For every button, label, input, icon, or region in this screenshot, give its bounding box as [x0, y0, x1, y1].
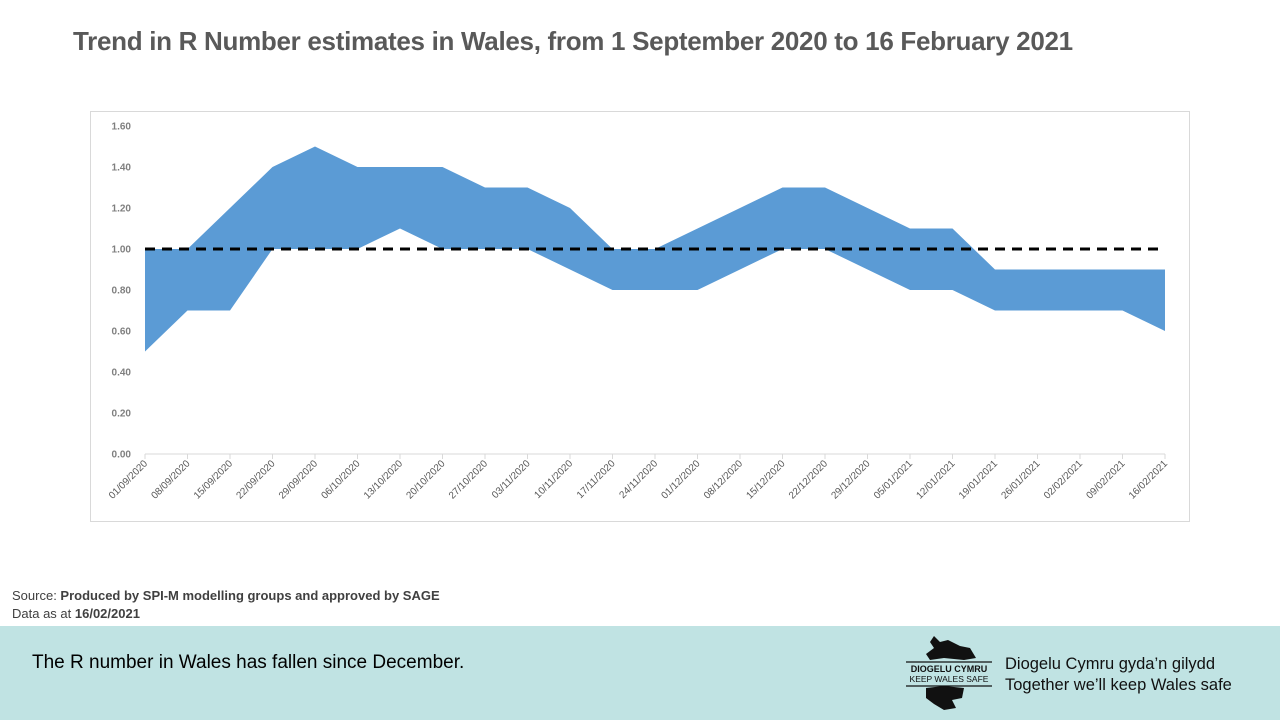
- x-tick-label: 10/11/2020: [532, 458, 575, 501]
- date-label: Data as at: [12, 606, 75, 621]
- x-tick-label: 26/01/2021: [999, 458, 1042, 501]
- x-tick-label: 17/11/2020: [575, 458, 618, 501]
- y-tick-label: 0.60: [112, 327, 132, 338]
- y-tick-label: 1.60: [112, 122, 132, 133]
- x-tick-label: 05/01/2021: [872, 458, 915, 501]
- y-tick-label: 0.80: [112, 286, 132, 297]
- chart-frame: [90, 111, 1190, 522]
- date-value: 16/02/2021: [74, 606, 140, 621]
- source-note: Source: Produced by SPI-M modelling grou…: [12, 587, 440, 623]
- x-tick-label: 06/10/2020: [319, 458, 362, 501]
- x-tick-label: 20/10/2020: [404, 458, 447, 501]
- chart-title: Trend in R Number estimates in Wales, fr…: [73, 26, 1073, 56]
- y-tick-label: 0.00: [112, 450, 132, 461]
- x-tick-label: 24/11/2020: [617, 458, 660, 501]
- x-tick-label: 16/02/2021: [1127, 458, 1170, 501]
- x-tick-label: 02/02/2021: [1042, 458, 1085, 501]
- source-label: Source:: [12, 588, 61, 603]
- x-tick-label: 01/09/2020: [107, 458, 150, 501]
- x-tick-label: 29/12/2020: [829, 458, 872, 501]
- tagline-english: Together we’ll keep Wales safe: [1005, 676, 1232, 694]
- y-tick-label: 0.20: [112, 409, 132, 420]
- footer-band: The R number in Wales has fallen since D…: [0, 626, 1280, 720]
- source-value: Produced by SPI-M modelling groups and a…: [60, 588, 440, 603]
- y-tick-label: 0.40: [112, 368, 132, 379]
- x-tick-label: 15/09/2020: [192, 458, 235, 501]
- svg-text:DIOGELU CYMRU: DIOGELU CYMRU: [911, 664, 988, 674]
- tagline: Diogelu Cymru gyda’n gilydd Together we’…: [1005, 654, 1232, 696]
- x-tick-label: 19/01/2021: [957, 458, 1000, 501]
- y-tick-label: 1.40: [112, 163, 132, 174]
- svg-text:KEEP WALES SAFE: KEEP WALES SAFE: [910, 674, 989, 684]
- r-number-chart: 0.00 0.20 0.40 0.60 0.80 1.00 1.20 1.40 1.60 01/0…: [107, 122, 1170, 502]
- x-tick-label: 29/09/2020: [277, 458, 320, 501]
- x-tick-label: 08/12/2020: [702, 458, 745, 501]
- x-tick-label: 09/02/2021: [1084, 458, 1127, 501]
- x-tick-label: 01/12/2020: [659, 458, 702, 501]
- x-tick-label: 22/09/2020: [234, 458, 277, 501]
- x-tick-label: 12/01/2021: [914, 458, 957, 501]
- tagline-welsh: Diogelu Cymru gyda’n gilydd: [1005, 655, 1216, 673]
- y-tick-label: 1.00: [112, 245, 132, 256]
- x-tick-label: 03/11/2020: [490, 458, 533, 501]
- keep-wales-safe-logo: DIOGELU CYMRU KEEP WALES SAFE: [906, 636, 992, 710]
- x-tick-label: 15/12/2020: [744, 458, 787, 501]
- x-tick-label: 08/09/2020: [149, 458, 192, 501]
- x-tick-label: 22/12/2020: [787, 458, 830, 501]
- x-tick-label: 27/10/2020: [447, 458, 490, 501]
- y-tick-label: 1.20: [112, 204, 132, 215]
- x-tick-label: 13/10/2020: [362, 458, 405, 501]
- footer-message: The R number in Wales has fallen since D…: [32, 652, 465, 673]
